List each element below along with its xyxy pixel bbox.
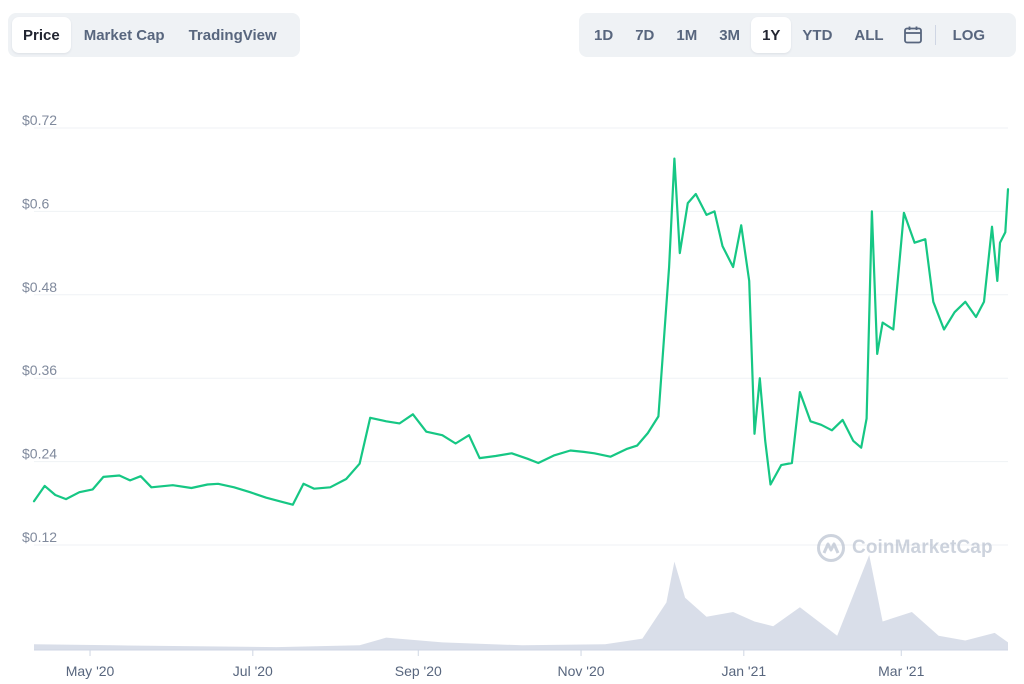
tab-market-cap[interactable]: Market Cap	[83, 26, 165, 44]
range-7d-button[interactable]: 7D	[635, 26, 655, 44]
y-tick-label: $0.12	[22, 529, 57, 545]
chart-type-tabs: Price Market Cap TradingView	[8, 13, 300, 57]
range-3m-button[interactable]: 3M	[719, 26, 741, 44]
x-tick-label: Sep '20	[395, 663, 442, 679]
range-1y-button[interactable]: 1Y	[751, 17, 792, 53]
watermark-text: CoinMarketCap	[852, 537, 993, 558]
calendar-icon[interactable]	[895, 17, 931, 53]
x-tick-label: Jan '21	[721, 663, 766, 679]
tab-price[interactable]: Price	[12, 17, 71, 53]
watermark: CoinMarketCap	[816, 533, 993, 563]
y-tick-label: $0.72	[22, 112, 57, 128]
y-tick-label: $0.24	[22, 446, 57, 462]
y-tick-label: $0.48	[22, 279, 57, 295]
x-tick-label: Nov '20	[558, 663, 605, 679]
divider	[934, 25, 936, 45]
time-range-selector: 1D 7D 1M 3M 1Y YTD ALL LOG	[579, 13, 1016, 57]
log-scale-button[interactable]: LOG	[952, 26, 986, 44]
volume-area	[34, 555, 1008, 650]
range-1m-button[interactable]: 1M	[676, 26, 698, 44]
price-line	[32, 157, 1010, 506]
x-tick-label: May '20	[66, 663, 115, 679]
range-1d-button[interactable]: 1D	[594, 26, 614, 44]
coinmarketcap-logo-icon	[817, 534, 845, 562]
range-all-button[interactable]: ALL	[854, 26, 884, 44]
y-tick-label: $0.36	[22, 362, 57, 378]
y-tick-label: $0.6	[22, 195, 49, 211]
range-ytd-button[interactable]: YTD	[802, 26, 833, 44]
tab-tradingview[interactable]: TradingView	[188, 26, 277, 44]
x-tick-label: Jul '20	[233, 663, 273, 679]
x-tick-label: Mar '21	[878, 663, 924, 679]
